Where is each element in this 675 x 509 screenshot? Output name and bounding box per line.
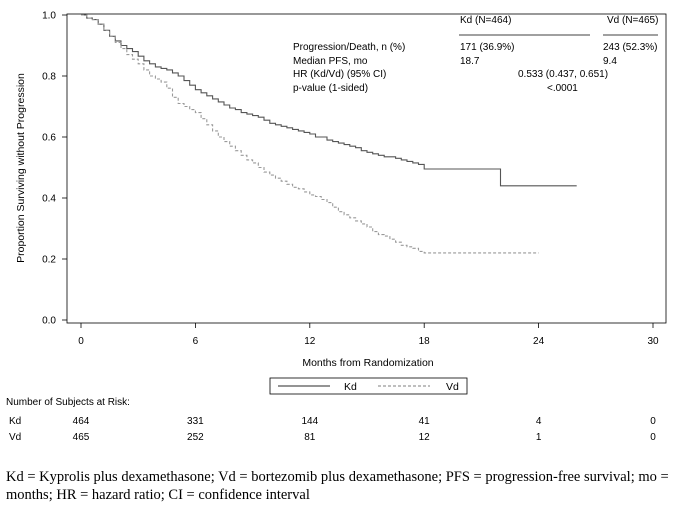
at-risk-count: 1 — [536, 432, 542, 443]
y-axis-label: Proportion Surviving without Progression — [15, 73, 27, 263]
stats-row-label: p-value (1-sided) — [293, 83, 368, 94]
legend-label-vd: Vd — [446, 381, 459, 393]
stats-row-label: Median PFS, mo — [293, 56, 368, 67]
series-line-vd — [81, 14, 539, 254]
footnote: Kd = Kyprolis plus dexamethasone; Vd = b… — [6, 469, 669, 503]
legend: Kd Vd — [269, 377, 468, 395]
y-tick-label: 1.0 — [42, 11, 56, 22]
stats-row-kd-value: 171 (36.9%) — [460, 42, 514, 53]
series-layer — [81, 14, 577, 254]
x-tick-label: 12 — [304, 336, 316, 347]
x-axis-label: Months from Randomization — [302, 357, 433, 369]
y-tick-label: 0.0 — [42, 316, 56, 327]
at-risk-count: 0 — [650, 432, 656, 443]
y-tick-label: 0.4 — [42, 194, 56, 205]
at-risk-count: 331 — [187, 416, 204, 427]
x-tick-label: 6 — [193, 336, 199, 347]
stats-col-header-vd: Vd (N=465) — [607, 15, 658, 26]
at-risk-count: 81 — [304, 432, 316, 443]
x-tick-label: 24 — [533, 336, 545, 347]
x-tick-label: 18 — [419, 336, 431, 347]
stats-row-kd-value: 18.7 — [460, 56, 480, 67]
at-risk-table: Kd 464 331 144 41 4 0 Vd 465 252 81 12 1 0 — [9, 416, 656, 443]
axis-ticks: 0 6 12 18 24 30 0.0 0.2 0.4 0.6 0.8 1.0 — [42, 11, 659, 348]
at-risk-title: Number of Subjects at Risk: — [6, 397, 130, 408]
stats-table: Kd (N=464) Vd (N=465) Progression/Death,… — [293, 15, 658, 94]
y-tick-label: 0.6 — [42, 133, 56, 144]
x-tick-label: 0 — [78, 336, 84, 347]
stats-row-label: HR (Kd/Vd) (95% CI) — [293, 69, 386, 80]
at-risk-count: 4 — [536, 416, 542, 427]
at-risk-count: 464 — [73, 416, 90, 427]
x-tick-label: 30 — [647, 336, 659, 347]
stats-row-p-value: <.0001 — [547, 83, 578, 94]
stats-row-label: Progression/Death, n (%) — [293, 42, 405, 53]
stats-row-hr-value: 0.533 (0.437, 0.651) — [518, 69, 608, 80]
series-line-kd — [81, 14, 577, 187]
plot-frame — [66, 13, 667, 324]
y-tick-label: 0.2 — [42, 255, 56, 266]
y-tick-label: 0.8 — [42, 72, 56, 83]
at-risk-row-label: Vd — [9, 432, 21, 443]
stats-col-header-kd: Kd (N=464) — [460, 15, 511, 26]
at-risk-count: 0 — [650, 416, 656, 427]
at-risk-count: 12 — [419, 432, 431, 443]
stats-row-vd-value: 9.4 — [603, 56, 617, 67]
at-risk-count: 41 — [419, 416, 431, 427]
at-risk-count: 144 — [301, 416, 318, 427]
legend-box — [269, 377, 468, 395]
stats-row-vd-value: 243 (52.3%) — [603, 42, 657, 53]
at-risk-count: 252 — [187, 432, 204, 443]
at-risk-row-label: Kd — [9, 416, 21, 427]
at-risk-count: 465 — [73, 432, 90, 443]
legend-label-kd: Kd — [344, 381, 357, 393]
